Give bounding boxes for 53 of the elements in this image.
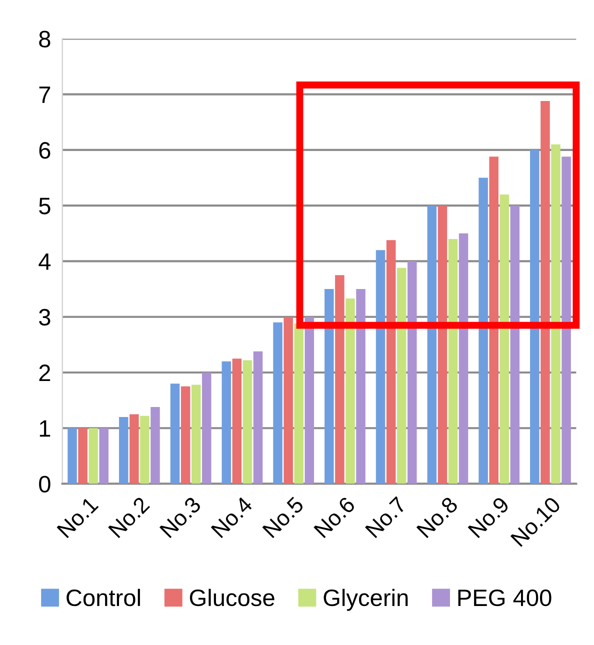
y-tick-label: 3	[39, 308, 50, 326]
bar	[140, 416, 150, 484]
bar	[232, 358, 242, 484]
y-tick-label: 5	[39, 198, 50, 214]
y-tick-label: 1	[40, 420, 50, 437]
y-tick-label: 2	[39, 364, 50, 382]
legend-label: Control	[66, 588, 140, 606]
bar	[253, 351, 263, 484]
y-tick-label: 0	[39, 476, 50, 493]
bar	[273, 322, 282, 484]
bar	[478, 178, 488, 484]
bar	[324, 289, 334, 484]
bar	[376, 250, 386, 484]
legend-label: Glucose	[190, 588, 274, 606]
bar	[530, 150, 540, 484]
bar	[180, 386, 190, 484]
bar	[551, 144, 560, 484]
bar	[448, 238, 458, 484]
bar	[458, 233, 468, 484]
bar	[294, 324, 304, 484]
bar	[500, 194, 510, 484]
bar	[396, 268, 406, 484]
bar	[304, 316, 314, 484]
y-tick-label: 8	[39, 30, 50, 48]
bar	[438, 206, 448, 484]
bar	[99, 428, 108, 484]
bar	[88, 428, 98, 484]
bar	[222, 361, 232, 484]
bar	[562, 156, 571, 484]
bar	[119, 416, 128, 484]
bar	[242, 360, 252, 484]
bar	[489, 156, 498, 484]
bar	[427, 206, 437, 484]
bar	[68, 428, 77, 484]
y-tick-label: 4	[38, 254, 51, 270]
bar	[150, 406, 160, 484]
bar	[356, 289, 366, 484]
y-tick-label: 6	[39, 142, 50, 159]
legend-label: Glycerin	[324, 588, 408, 611]
bar	[191, 384, 201, 484]
bar	[202, 372, 212, 484]
legend-label: PEG 400	[458, 589, 552, 606]
bar	[510, 206, 520, 484]
bar	[170, 384, 180, 484]
bar	[386, 240, 396, 484]
bar	[78, 428, 88, 484]
y-tick-label: 7	[39, 86, 50, 103]
bar	[540, 101, 550, 484]
bar	[130, 414, 139, 484]
bar	[408, 261, 417, 484]
bar	[335, 275, 344, 484]
bar	[346, 298, 355, 484]
bar	[284, 316, 293, 484]
